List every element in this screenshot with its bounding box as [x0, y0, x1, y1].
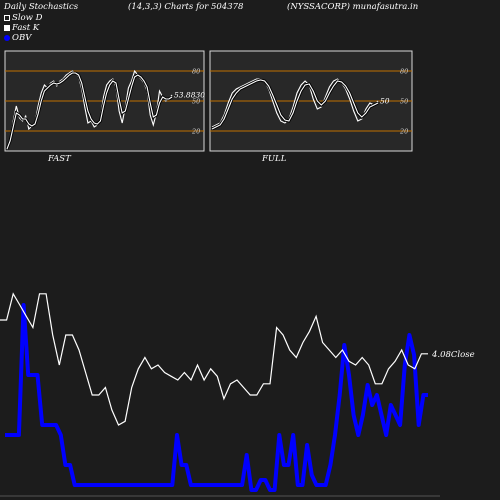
- full-value-label: 50: [380, 97, 390, 106]
- obv-line: [5, 303, 428, 492]
- legend-obv: OBV: [4, 33, 31, 43]
- full-slow-d-line: [211, 79, 379, 130]
- chart-source: (NYSSACORP) munafasutra.in: [287, 2, 419, 12]
- fast-level-label-20: 20: [191, 128, 200, 136]
- full-level-label-80: 80: [400, 68, 408, 76]
- legend-fast-k: Fast K: [4, 23, 39, 33]
- fast-slow-d-line: [6, 72, 173, 150]
- legend-slow-d: Slow D: [4, 13, 42, 23]
- full-level-label-20: 20: [399, 128, 408, 136]
- legend-obv-label: OBV: [12, 33, 32, 43]
- legend-fast-k-label: Fast K: [12, 23, 40, 33]
- close-value-label: 4.08Close: [431, 350, 475, 360]
- chart-title: Daily Stochastics: [4, 2, 79, 12]
- obv-swatch-icon: [4, 35, 10, 41]
- full-panel-caption: FULL: [261, 154, 287, 164]
- legend-slow-d-label: Slow D: [12, 13, 43, 23]
- fast-value-label: 53.8830: [174, 91, 205, 100]
- fast-level-label-80: 80: [192, 68, 200, 76]
- full-level-label-50: 50: [400, 98, 408, 106]
- full-fast-k-line: [211, 78, 379, 128]
- chart-params: (14,3,3) Charts for 504378: [128, 2, 244, 12]
- slow-d-swatch-icon: [4, 15, 10, 21]
- close-price-line: [0, 292, 428, 426]
- fast-k-swatch-icon: [4, 25, 10, 31]
- fast-level-label-50: 50: [192, 98, 200, 106]
- fast-panel-caption: FAST: [47, 154, 72, 164]
